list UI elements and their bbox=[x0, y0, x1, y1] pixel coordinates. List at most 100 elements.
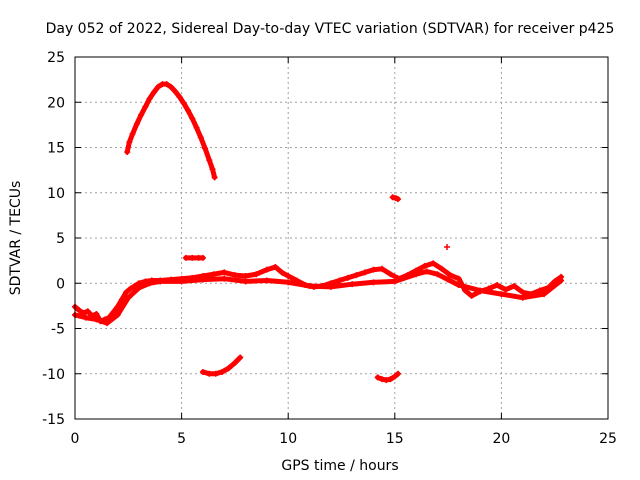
data-point bbox=[199, 276, 206, 283]
data-point bbox=[336, 277, 343, 284]
x-axis-label: GPS time / hours bbox=[281, 458, 398, 474]
data-point bbox=[370, 266, 377, 273]
data-point bbox=[306, 282, 313, 289]
data-point bbox=[242, 273, 249, 280]
data-point bbox=[383, 377, 390, 384]
data-point bbox=[519, 294, 526, 301]
data-point bbox=[124, 149, 131, 156]
y-tick-label: -5 bbox=[51, 322, 65, 338]
data-point bbox=[455, 275, 462, 282]
data-point bbox=[391, 278, 398, 285]
y-tick-label: 10 bbox=[47, 186, 65, 202]
data-point bbox=[146, 95, 153, 102]
data-point bbox=[133, 120, 140, 127]
data-point bbox=[263, 277, 270, 284]
data-point bbox=[127, 285, 134, 292]
data-point bbox=[519, 289, 526, 296]
series-cluster-3 bbox=[182, 254, 206, 261]
data-point bbox=[135, 284, 142, 291]
data-point bbox=[541, 291, 548, 298]
data-point bbox=[231, 272, 238, 279]
data-point bbox=[155, 83, 162, 90]
y-tick-label: 25 bbox=[47, 50, 65, 66]
data-point bbox=[558, 277, 565, 284]
x-tick-label: 15 bbox=[386, 431, 404, 447]
data-point bbox=[225, 365, 232, 372]
data-point bbox=[211, 174, 218, 181]
data-point bbox=[189, 115, 196, 122]
x-tick-label: 25 bbox=[599, 431, 617, 447]
data-point bbox=[344, 274, 351, 281]
data-point bbox=[202, 145, 209, 152]
data-point bbox=[142, 103, 149, 110]
data-point bbox=[129, 130, 136, 137]
data-point bbox=[206, 370, 213, 377]
x-tick-label: 10 bbox=[279, 431, 297, 447]
data-point bbox=[278, 269, 285, 276]
data-point bbox=[231, 359, 238, 366]
data-point bbox=[199, 368, 206, 375]
data-point bbox=[434, 271, 441, 278]
data-point bbox=[199, 254, 206, 261]
data-point bbox=[447, 272, 454, 279]
data-point bbox=[263, 266, 270, 273]
data-point bbox=[76, 307, 83, 314]
data-point bbox=[237, 354, 244, 361]
data-point bbox=[353, 272, 360, 279]
data-point bbox=[423, 268, 430, 275]
data-point bbox=[114, 303, 121, 310]
data-point bbox=[189, 254, 196, 261]
data-point bbox=[394, 370, 401, 377]
data-point bbox=[370, 279, 377, 286]
series-cluster-4 bbox=[444, 244, 451, 251]
y-tick-label: -15 bbox=[42, 412, 65, 428]
y-tick-label: 20 bbox=[47, 95, 65, 111]
data-point bbox=[114, 311, 121, 318]
data-point bbox=[157, 278, 164, 285]
data-point bbox=[193, 124, 200, 131]
data-point bbox=[272, 263, 279, 270]
data-point bbox=[387, 271, 394, 278]
y-axis-label: SDTVAR / TECUs bbox=[8, 181, 24, 296]
data-point bbox=[163, 81, 170, 88]
series-cluster-9 bbox=[389, 194, 401, 203]
data-point bbox=[172, 88, 179, 95]
data-point bbox=[413, 271, 420, 278]
data-point bbox=[379, 265, 386, 272]
data-point bbox=[445, 276, 452, 283]
data-point bbox=[421, 263, 428, 270]
series-arc-high-pass bbox=[124, 81, 218, 181]
data-point bbox=[84, 308, 91, 315]
data-point bbox=[389, 194, 396, 201]
data-point bbox=[242, 278, 249, 285]
data-point bbox=[285, 279, 292, 286]
data-point bbox=[82, 314, 89, 321]
data-point bbox=[110, 309, 117, 316]
data-points bbox=[72, 81, 565, 384]
x-tick-label: 0 bbox=[71, 431, 80, 447]
data-point bbox=[176, 93, 183, 100]
y-tick-label: -10 bbox=[42, 367, 65, 383]
chart-title: Day 052 of 2022, Sidereal Day-to-day VTE… bbox=[46, 21, 615, 37]
data-point bbox=[197, 134, 204, 141]
data-point bbox=[210, 271, 217, 278]
data-point bbox=[146, 280, 153, 287]
series-band bbox=[124, 81, 218, 180]
y-tick-label: 5 bbox=[56, 231, 65, 247]
series-arc-low-mid bbox=[199, 354, 244, 377]
data-point bbox=[379, 376, 386, 383]
data-point bbox=[438, 265, 445, 272]
data-point bbox=[103, 320, 110, 327]
data-point bbox=[138, 111, 145, 118]
data-point bbox=[494, 282, 501, 289]
y-tick-label: 15 bbox=[47, 141, 65, 157]
data-point bbox=[477, 287, 484, 294]
data-point bbox=[206, 157, 213, 164]
data-point bbox=[150, 89, 157, 96]
y-tick-label: 0 bbox=[56, 276, 65, 292]
grid bbox=[75, 57, 608, 419]
data-point bbox=[118, 296, 125, 303]
data-point bbox=[126, 139, 133, 146]
data-point bbox=[125, 294, 132, 301]
x-tick-label: 20 bbox=[492, 431, 510, 447]
